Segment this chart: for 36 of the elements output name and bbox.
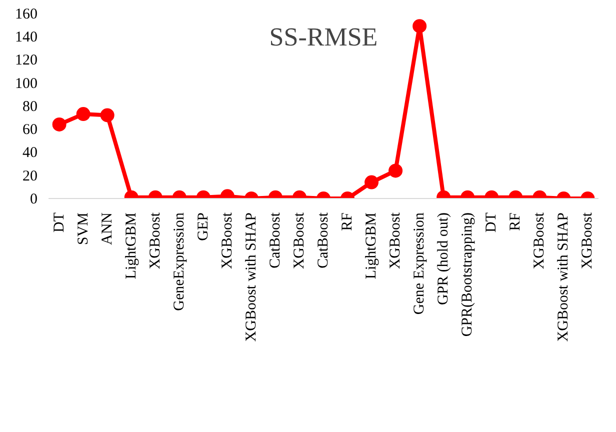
point (100, 108, 114, 122)
y-tick-label: 0 (30, 192, 38, 208)
y-tick-label: 40 (22, 145, 38, 162)
y-tick-label: 160 (15, 6, 38, 22)
chart-title: SS-RMSE (269, 22, 378, 52)
x-tick-label: RF (508, 212, 524, 231)
x-tick-label: GeneExpression (171, 212, 188, 311)
x-tick-label: ANN (99, 212, 116, 245)
y-tick-label: 80 (22, 98, 38, 115)
x-tick-label: XGBoost (580, 212, 596, 270)
x-tick-label: XGBoost (219, 212, 236, 270)
x-tick-label: XGBoost (291, 212, 308, 270)
x-tick-label: XGBoost (147, 212, 164, 270)
x-tick-label: DT (484, 212, 500, 232)
x-tick-label: RF (340, 212, 356, 231)
x-tick-label: XGBoost (388, 212, 404, 270)
x-tick-label: XGBoost with SHAP (243, 212, 260, 342)
x-tick-label: GEP (195, 212, 212, 241)
x-tick-label: CatBoost (316, 212, 332, 268)
x-tick-label: XGBoost with SHAP (556, 212, 572, 342)
x-tick-label: DT (51, 212, 68, 232)
point (52, 117, 66, 132)
y-tick-label: 60 (22, 122, 38, 138)
x-tick-label: CatBoost (267, 212, 284, 268)
x-tick-label: GPR(Bootstrapping) (460, 212, 476, 337)
y-tick-label: 120 (15, 52, 38, 69)
y-tick-label: 140 (15, 30, 38, 46)
x-tick-label: Gene Expression (412, 212, 428, 315)
y-tick-label: 100 (15, 76, 38, 92)
x-tick-label: SVM (75, 212, 92, 246)
y-tick-label: 20 (22, 168, 38, 184)
x-tick-label: LightGBM (364, 212, 380, 280)
point (76, 107, 90, 122)
x-tick-label: LightGBM (123, 212, 140, 280)
x-tick-label: GPR (hold out) (436, 212, 452, 306)
x-tick-label: XGBoost (532, 212, 548, 270)
